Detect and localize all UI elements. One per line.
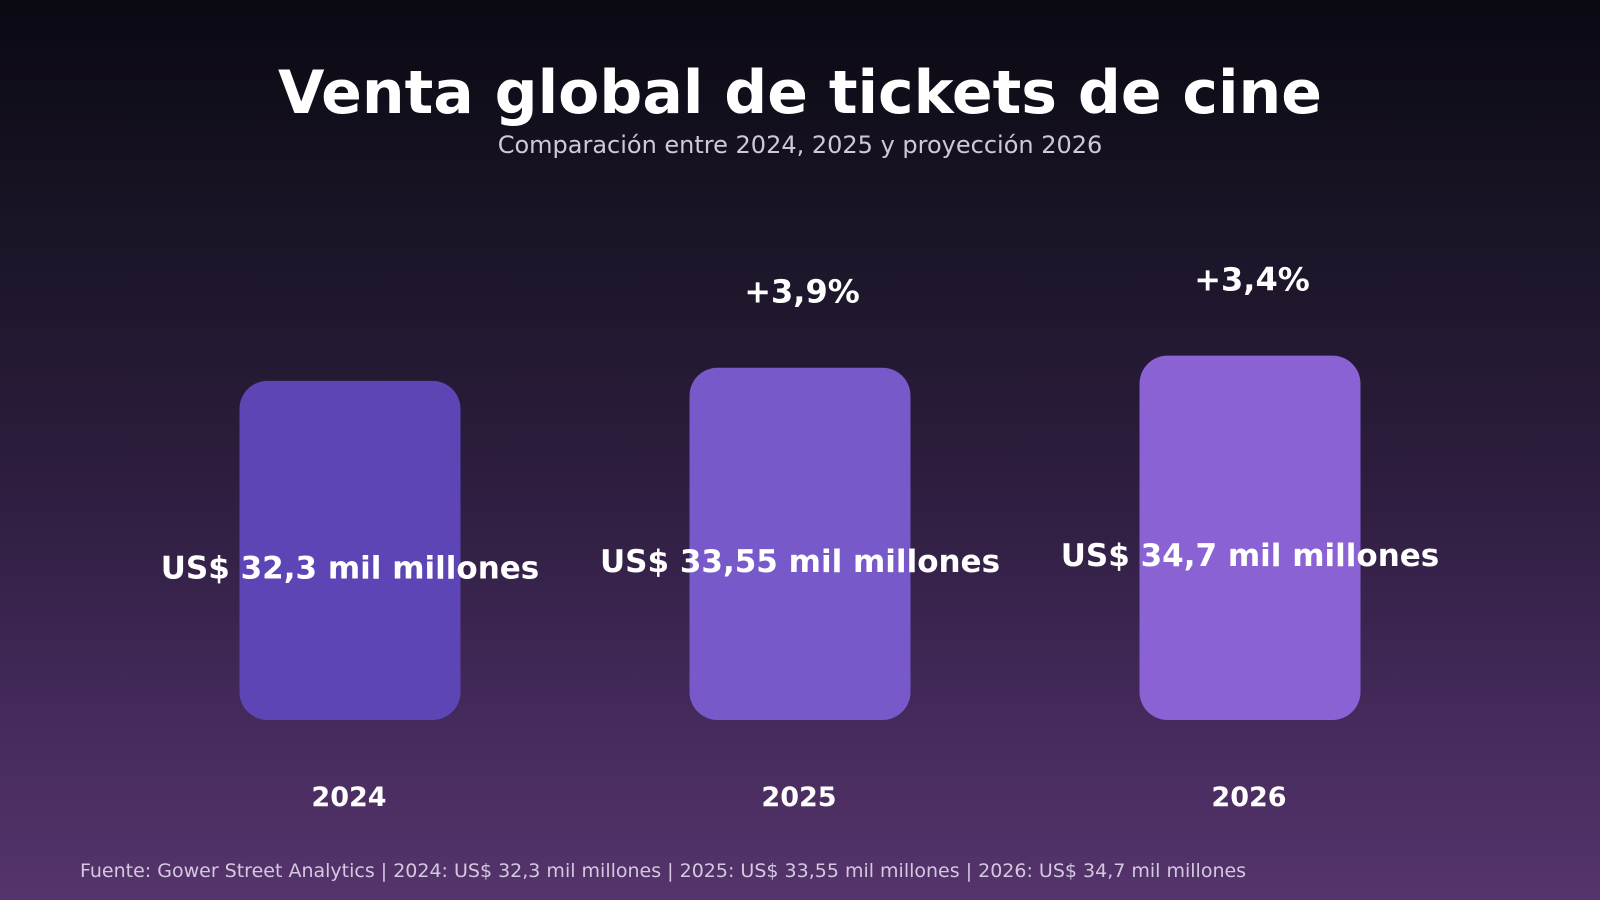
year-label: 2026	[1211, 782, 1286, 813]
change-label: +3,4%	[1194, 261, 1310, 299]
value-label: US$ 33,55 mil millones	[600, 544, 1000, 580]
chart-title: Venta global de tickets de cine	[278, 58, 1322, 128]
change-label: +3,9%	[744, 273, 860, 311]
source-footer: Fuente: Gower Street Analytics | 2024: U…	[80, 860, 1247, 882]
chart-subtitle: Comparación entre 2024, 2025 y proyecció…	[497, 131, 1103, 159]
year-label: 2025	[761, 782, 836, 813]
bar-2024	[239, 380, 461, 720]
year-label: 2024	[311, 782, 386, 813]
bar-2026	[1139, 355, 1361, 720]
bar-2025	[689, 367, 911, 720]
value-label: US$ 34,7 mil millones	[1061, 538, 1440, 574]
value-label: US$ 32,3 mil millones	[161, 550, 540, 586]
